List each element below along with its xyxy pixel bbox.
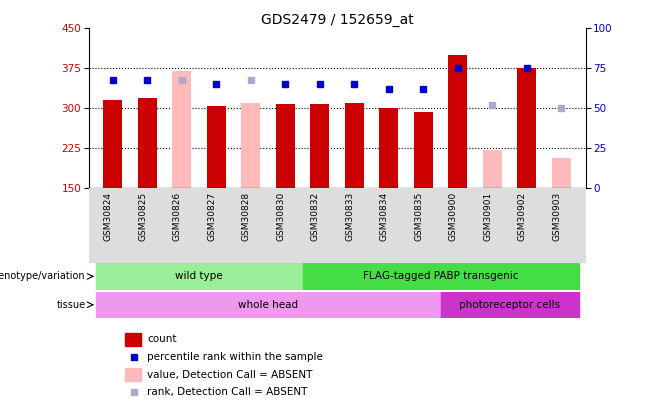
Bar xyxy=(125,333,141,346)
Text: GSM30833: GSM30833 xyxy=(345,192,355,241)
Text: GSM30832: GSM30832 xyxy=(311,192,320,241)
Bar xyxy=(311,104,330,188)
Text: wild type: wild type xyxy=(176,271,223,281)
Text: GSM30828: GSM30828 xyxy=(242,192,251,241)
Bar xyxy=(103,100,122,188)
Text: GSM30827: GSM30827 xyxy=(207,192,216,241)
Bar xyxy=(125,368,141,382)
Bar xyxy=(138,98,157,188)
Text: GSM30834: GSM30834 xyxy=(380,192,389,241)
Bar xyxy=(241,103,261,188)
Text: percentile rank within the sample: percentile rank within the sample xyxy=(147,352,323,362)
Text: GSM30826: GSM30826 xyxy=(173,192,182,241)
Bar xyxy=(276,104,295,188)
Text: tissue: tissue xyxy=(57,300,86,310)
Title: GDS2479 / 152659_at: GDS2479 / 152659_at xyxy=(261,13,414,27)
Bar xyxy=(380,108,399,188)
Text: value, Detection Call = ABSENT: value, Detection Call = ABSENT xyxy=(147,370,313,380)
Bar xyxy=(483,150,502,188)
Bar xyxy=(517,68,536,188)
Bar xyxy=(95,263,303,290)
Bar xyxy=(303,263,579,290)
Text: GSM30824: GSM30824 xyxy=(104,192,113,241)
Bar xyxy=(449,55,467,188)
Text: FLAG-tagged PABP transgenic: FLAG-tagged PABP transgenic xyxy=(363,271,519,281)
Text: genotype/variation: genotype/variation xyxy=(0,271,86,281)
Text: GSM30830: GSM30830 xyxy=(276,192,286,241)
Bar xyxy=(552,158,571,188)
Bar xyxy=(172,71,191,188)
Text: GSM30903: GSM30903 xyxy=(553,192,561,241)
Text: GSM30825: GSM30825 xyxy=(138,192,147,241)
Text: photoreceptor cells: photoreceptor cells xyxy=(459,300,560,310)
Bar xyxy=(207,106,226,188)
Text: count: count xyxy=(147,335,177,344)
Text: GSM30835: GSM30835 xyxy=(415,192,424,241)
Bar xyxy=(441,292,579,318)
Text: GSM30901: GSM30901 xyxy=(484,192,492,241)
Text: GSM30902: GSM30902 xyxy=(518,192,527,241)
Bar xyxy=(414,112,433,188)
Text: GSM30900: GSM30900 xyxy=(449,192,458,241)
Text: rank, Detection Call = ABSENT: rank, Detection Call = ABSENT xyxy=(147,388,307,397)
Text: whole head: whole head xyxy=(238,300,298,310)
Bar xyxy=(95,292,441,318)
Bar xyxy=(345,103,364,188)
